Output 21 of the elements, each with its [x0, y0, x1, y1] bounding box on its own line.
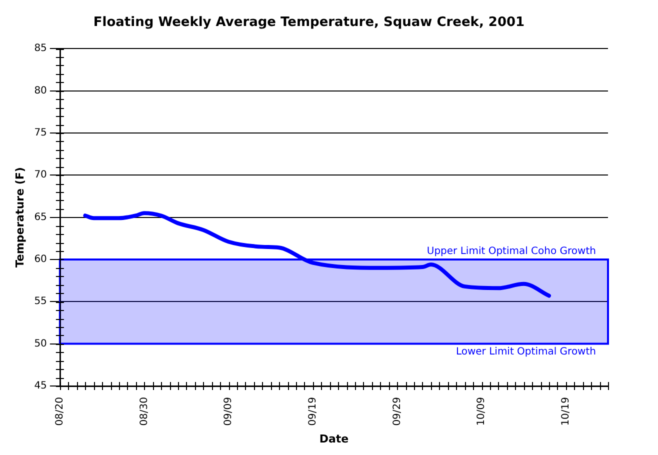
x-tick-label: 10/19 [560, 396, 572, 426]
y-tick-label: 85 [34, 43, 47, 54]
x-tick-label: 08/20 [54, 396, 66, 426]
y-tick-label: 70 [34, 170, 47, 181]
x-tick-label: 09/19 [307, 396, 318, 426]
x-axis-title: Date [319, 432, 349, 446]
y-tick-label: 50 [34, 338, 47, 350]
chart-title: Floating Weekly Average Temperature, Squaw Creek, 2001 [93, 15, 525, 30]
y-tick-label: 75 [34, 128, 47, 139]
y-tick-label: 80 [34, 85, 47, 96]
annotation: Lower Limit Optimal Growth [456, 346, 596, 358]
y-axis-title: Temperature (F) [13, 167, 26, 268]
x-tick-label: 08/30 [138, 396, 150, 426]
x-tick-label: 09/09 [223, 396, 234, 426]
x-tick-label: 10/09 [476, 396, 488, 426]
y-tick-label: 55 [34, 296, 47, 308]
annotation: Upper Limit Optimal Coho Growth [426, 246, 596, 258]
y-tick-label: 60 [34, 254, 47, 266]
y-tick-label: 45 [34, 380, 47, 392]
y-tick-label: 65 [34, 212, 47, 223]
x-tick-label: 09/29 [392, 396, 403, 426]
